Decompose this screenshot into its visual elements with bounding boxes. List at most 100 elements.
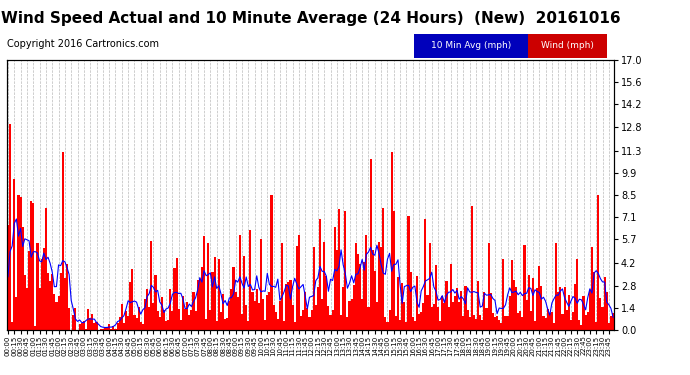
Bar bbox=[546, 309, 549, 330]
Bar bbox=[186, 302, 188, 330]
Bar bbox=[188, 315, 190, 330]
Bar bbox=[604, 278, 606, 330]
Bar bbox=[99, 329, 102, 330]
Bar bbox=[538, 266, 540, 330]
Bar bbox=[57, 296, 59, 330]
Bar bbox=[148, 306, 150, 330]
Bar bbox=[496, 316, 498, 330]
Bar bbox=[146, 288, 148, 330]
Bar bbox=[393, 211, 395, 330]
Bar bbox=[165, 321, 167, 330]
Bar bbox=[298, 235, 300, 330]
Bar bbox=[180, 320, 182, 330]
Bar bbox=[203, 237, 205, 330]
Bar bbox=[544, 318, 546, 330]
Bar bbox=[444, 303, 446, 330]
Bar bbox=[606, 292, 608, 330]
Bar bbox=[123, 323, 125, 330]
Bar bbox=[399, 320, 401, 330]
Bar bbox=[140, 322, 142, 330]
Bar bbox=[230, 289, 233, 330]
Bar bbox=[363, 262, 365, 330]
Bar bbox=[395, 316, 397, 330]
Bar bbox=[406, 322, 408, 330]
Bar bbox=[34, 326, 37, 330]
Bar bbox=[64, 278, 66, 330]
Bar bbox=[610, 316, 612, 330]
Bar bbox=[87, 309, 89, 330]
Bar bbox=[593, 272, 595, 330]
Bar bbox=[81, 323, 83, 330]
Bar bbox=[551, 312, 553, 330]
Bar bbox=[504, 316, 506, 330]
Bar bbox=[209, 310, 211, 330]
Bar bbox=[226, 318, 228, 330]
Bar bbox=[285, 284, 287, 330]
Bar bbox=[91, 314, 93, 330]
Bar bbox=[28, 251, 30, 330]
Bar bbox=[344, 211, 346, 330]
Bar bbox=[68, 308, 70, 330]
Bar bbox=[589, 290, 591, 330]
Bar bbox=[576, 258, 578, 330]
Bar bbox=[273, 305, 275, 330]
Bar bbox=[89, 318, 91, 330]
Bar bbox=[323, 242, 325, 330]
Bar bbox=[327, 306, 330, 330]
Bar bbox=[384, 317, 386, 330]
Bar bbox=[437, 308, 439, 330]
Bar bbox=[39, 288, 41, 330]
Bar bbox=[241, 314, 243, 330]
Bar bbox=[408, 216, 410, 330]
Bar bbox=[586, 312, 589, 330]
Bar bbox=[41, 258, 43, 330]
Bar bbox=[83, 321, 85, 330]
Bar bbox=[247, 321, 249, 330]
Bar bbox=[511, 260, 513, 330]
Bar bbox=[574, 284, 576, 330]
Bar bbox=[270, 195, 273, 330]
Bar bbox=[201, 267, 203, 330]
Bar bbox=[420, 312, 422, 330]
Bar bbox=[446, 281, 448, 330]
Bar bbox=[108, 324, 110, 330]
Bar bbox=[374, 272, 376, 330]
Bar bbox=[319, 219, 321, 330]
Bar bbox=[243, 256, 245, 330]
Bar bbox=[469, 318, 471, 330]
Bar bbox=[11, 322, 13, 330]
Bar bbox=[509, 296, 511, 330]
Bar bbox=[127, 315, 129, 330]
Bar bbox=[428, 243, 431, 330]
Bar bbox=[431, 307, 433, 330]
Bar bbox=[281, 243, 283, 330]
Bar bbox=[133, 315, 135, 330]
Bar bbox=[47, 273, 49, 330]
Bar bbox=[152, 303, 155, 330]
Bar bbox=[150, 241, 152, 330]
Bar bbox=[386, 321, 388, 330]
Bar bbox=[205, 319, 207, 330]
Bar bbox=[193, 292, 195, 330]
Bar bbox=[249, 230, 251, 330]
Bar bbox=[26, 288, 28, 330]
Bar bbox=[502, 258, 504, 330]
Bar bbox=[526, 300, 528, 330]
Bar bbox=[382, 209, 384, 330]
Bar bbox=[464, 286, 466, 330]
Bar bbox=[159, 316, 161, 330]
Bar bbox=[418, 314, 420, 330]
Bar bbox=[157, 310, 159, 330]
Bar bbox=[75, 308, 77, 330]
Bar bbox=[258, 303, 260, 330]
Bar bbox=[207, 243, 209, 330]
Bar bbox=[222, 294, 224, 330]
Bar bbox=[161, 297, 163, 330]
Bar bbox=[142, 324, 144, 330]
Bar bbox=[171, 310, 173, 330]
Bar bbox=[475, 319, 477, 330]
Bar bbox=[338, 209, 340, 330]
Bar bbox=[292, 305, 294, 330]
Bar bbox=[104, 327, 106, 330]
Text: Copyright 2016 Cartronics.com: Copyright 2016 Cartronics.com bbox=[7, 39, 159, 50]
